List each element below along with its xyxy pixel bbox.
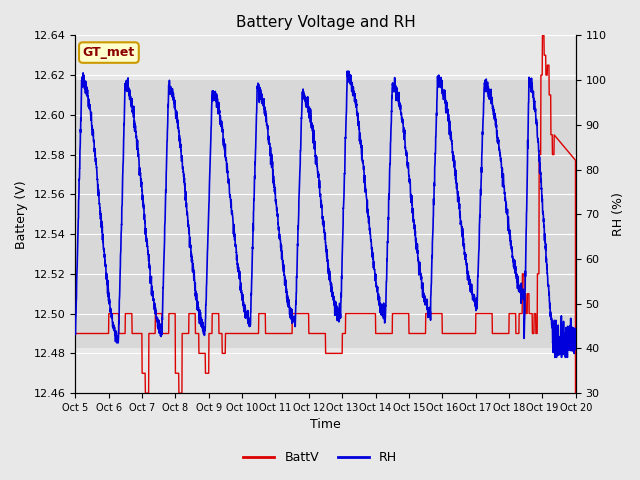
Text: GT_met: GT_met <box>83 46 135 59</box>
Bar <box>76 80 576 348</box>
Title: Battery Voltage and RH: Battery Voltage and RH <box>236 15 415 30</box>
Legend: BattV, RH: BattV, RH <box>238 446 402 469</box>
X-axis label: Time: Time <box>310 419 341 432</box>
Y-axis label: Battery (V): Battery (V) <box>15 180 28 249</box>
Y-axis label: RH (%): RH (%) <box>612 192 625 236</box>
